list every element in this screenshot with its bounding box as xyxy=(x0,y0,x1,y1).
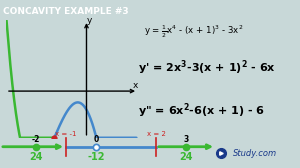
Text: -12: -12 xyxy=(87,152,105,162)
Text: Study.com: Study.com xyxy=(233,149,277,158)
Text: y" = 6x$\mathregular{^2}$-6(x + 1) - 6: y" = 6x$\mathregular{^2}$-6(x + 1) - 6 xyxy=(138,102,265,120)
Text: 0: 0 xyxy=(93,135,99,144)
Text: y' = 2x$\mathregular{^3}$-3(x + 1)$\mathregular{^2}$ - 6x: y' = 2x$\mathregular{^3}$-3(x + 1)$\math… xyxy=(138,58,276,77)
Text: 3: 3 xyxy=(183,135,189,144)
Text: 24: 24 xyxy=(179,152,193,162)
Text: x = 2: x = 2 xyxy=(147,131,165,137)
Text: y: y xyxy=(87,16,92,25)
Text: x: x xyxy=(133,81,138,90)
Text: x = -1: x = -1 xyxy=(55,131,77,137)
Text: -2: -2 xyxy=(32,135,40,144)
Text: 24: 24 xyxy=(29,152,43,162)
Text: CONCAVITY EXAMPLE #3: CONCAVITY EXAMPLE #3 xyxy=(3,7,129,16)
Text: y = $\mathregular{\frac{1}{2}}$x$\mathregular{^4}$ - (x + 1)$\mathregular{^3}$ -: y = $\mathregular{\frac{1}{2}}$x$\mathre… xyxy=(145,24,244,40)
